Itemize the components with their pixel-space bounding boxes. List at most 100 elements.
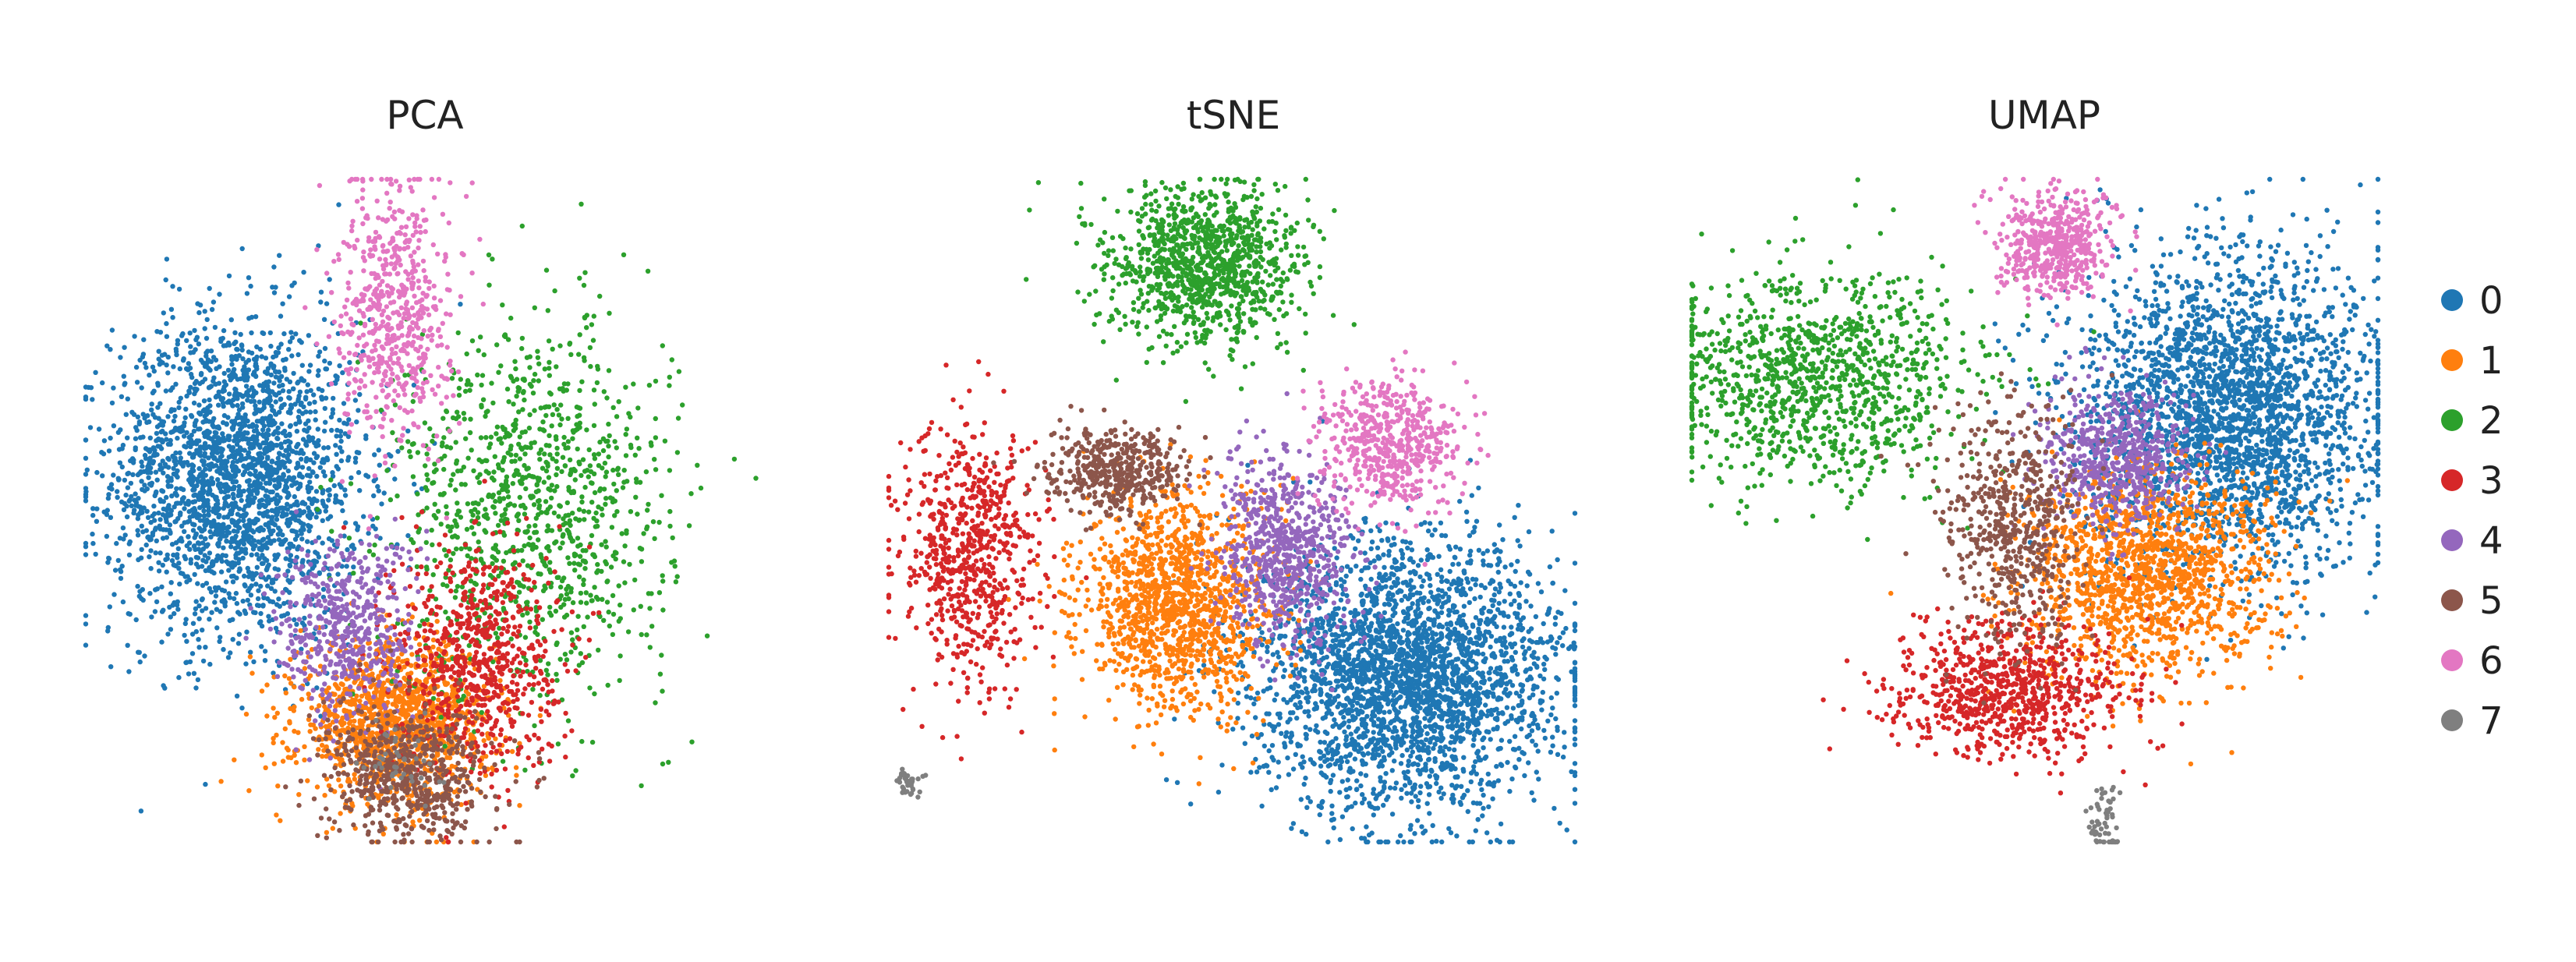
data-point bbox=[600, 465, 605, 471]
data-point bbox=[263, 493, 268, 499]
data-point bbox=[532, 723, 537, 729]
data-point bbox=[315, 426, 320, 432]
data-point bbox=[639, 559, 645, 564]
data-point bbox=[217, 481, 222, 486]
data-point bbox=[580, 558, 586, 564]
data-point bbox=[295, 398, 301, 404]
data-point bbox=[83, 486, 89, 491]
data-point bbox=[300, 500, 306, 505]
data-point bbox=[580, 548, 586, 554]
data-point bbox=[203, 408, 209, 415]
data-point bbox=[540, 419, 546, 425]
data-point bbox=[189, 412, 194, 419]
data-point bbox=[202, 309, 207, 314]
data-point bbox=[83, 494, 89, 500]
data-point bbox=[450, 415, 456, 421]
data-point bbox=[125, 642, 130, 648]
data-point bbox=[133, 436, 139, 441]
data-point bbox=[151, 368, 157, 374]
data-point bbox=[236, 631, 242, 637]
data-point bbox=[368, 684, 373, 690]
data-point bbox=[191, 493, 196, 498]
data-point bbox=[229, 501, 235, 507]
data-point bbox=[635, 405, 641, 411]
data-point bbox=[547, 604, 553, 610]
data-point bbox=[159, 584, 165, 589]
data-point bbox=[207, 550, 213, 556]
data-point bbox=[229, 464, 235, 470]
data-point bbox=[402, 675, 407, 681]
data-point bbox=[256, 557, 262, 562]
data-point bbox=[274, 732, 279, 738]
data-point bbox=[324, 455, 330, 461]
data-point bbox=[349, 475, 354, 481]
data-point bbox=[273, 285, 278, 290]
data-point bbox=[415, 491, 420, 497]
data-point bbox=[345, 546, 350, 553]
data-point bbox=[554, 483, 560, 490]
data-point bbox=[490, 400, 496, 406]
data-point bbox=[585, 614, 590, 620]
data-point bbox=[172, 407, 177, 412]
data-point bbox=[532, 371, 538, 377]
data-point bbox=[379, 501, 384, 507]
data-point bbox=[487, 441, 494, 447]
data-point bbox=[565, 416, 571, 421]
data-point bbox=[175, 546, 181, 551]
data-point bbox=[408, 454, 413, 460]
data-point bbox=[366, 530, 371, 536]
data-point bbox=[271, 740, 276, 746]
data-point bbox=[547, 452, 553, 458]
data-point bbox=[253, 469, 258, 474]
data-point bbox=[680, 402, 685, 408]
data-point bbox=[253, 582, 259, 587]
data-point bbox=[106, 492, 111, 497]
data-point bbox=[522, 429, 528, 434]
data-point bbox=[603, 559, 608, 564]
data-point bbox=[509, 458, 515, 465]
data-point bbox=[479, 373, 486, 378]
data-point bbox=[281, 331, 287, 337]
data-point bbox=[241, 518, 246, 524]
data-point bbox=[536, 512, 541, 518]
data-point bbox=[448, 564, 453, 569]
data-point bbox=[291, 514, 296, 519]
data-point bbox=[271, 538, 277, 543]
data-point bbox=[635, 435, 640, 440]
data-point bbox=[232, 596, 237, 602]
data-point bbox=[611, 481, 617, 487]
data-point bbox=[585, 468, 590, 473]
data-point bbox=[606, 368, 612, 373]
data-point bbox=[327, 493, 332, 498]
data-point bbox=[249, 552, 254, 557]
data-point bbox=[160, 536, 166, 541]
data-point bbox=[273, 412, 279, 417]
data-point bbox=[501, 333, 508, 338]
data-point bbox=[187, 546, 193, 552]
data-point bbox=[171, 465, 176, 472]
data-point bbox=[292, 280, 297, 286]
data-point bbox=[349, 702, 354, 707]
data-point bbox=[599, 568, 604, 575]
data-point bbox=[589, 480, 594, 486]
data-point bbox=[251, 538, 257, 543]
data-point bbox=[548, 391, 554, 397]
data-point bbox=[211, 355, 217, 360]
data-point bbox=[576, 574, 582, 580]
data-point bbox=[258, 610, 264, 617]
data-point bbox=[341, 727, 347, 733]
data-point bbox=[257, 443, 263, 448]
data-point bbox=[308, 387, 313, 394]
data-point bbox=[295, 442, 300, 447]
data-point bbox=[549, 483, 554, 488]
data-point bbox=[189, 433, 194, 438]
data-point bbox=[536, 503, 543, 508]
data-point bbox=[158, 359, 164, 365]
data-point bbox=[381, 681, 387, 686]
data-point bbox=[520, 407, 525, 412]
data-point bbox=[142, 483, 147, 488]
data-point bbox=[186, 671, 192, 677]
data-point bbox=[264, 471, 270, 476]
data-point bbox=[478, 435, 484, 440]
data-point bbox=[161, 419, 167, 425]
